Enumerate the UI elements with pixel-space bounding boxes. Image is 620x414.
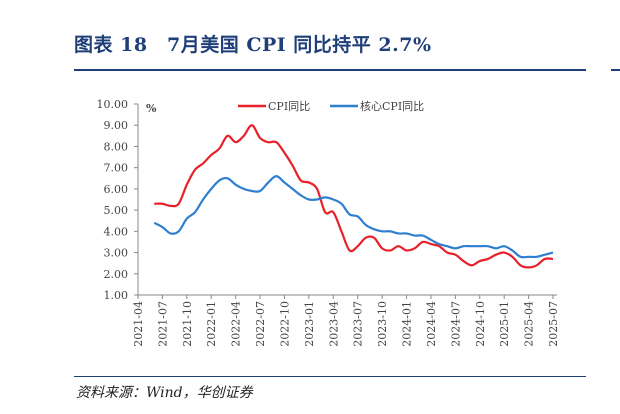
y-tick-label: 8.00	[104, 140, 129, 153]
x-tick-label: 2024-01	[401, 301, 414, 347]
y-unit-label: %	[146, 102, 157, 115]
footer-divider	[74, 376, 586, 377]
x-tick-label: 2023-07	[352, 301, 365, 347]
x-tick-label: 2022-04	[230, 301, 243, 347]
legend-label: CPI同比	[268, 100, 310, 113]
y-tick-label: 10.00	[97, 98, 129, 111]
core-cpi-line	[153, 175, 554, 259]
x-tick-label: 2025-01	[498, 301, 511, 347]
x-tick-label: 2025-04	[523, 301, 536, 347]
x-tick-label: 2024-10	[474, 301, 487, 347]
x-tick-label: 2023-01	[303, 301, 316, 347]
x-tick-label: 2021-07	[156, 301, 169, 347]
y-tick-label: 4.00	[104, 225, 129, 238]
x-tick-label: 2022-10	[278, 301, 291, 347]
legend-label: 核心CPI同比	[360, 99, 424, 113]
x-tick-label: 2021-10	[181, 301, 194, 347]
y-tick-label: 6.00	[104, 183, 129, 196]
y-tick-label: 7.00	[104, 162, 129, 175]
x-tick-label: 2022-01	[205, 301, 218, 347]
x-tick-label: 2023-04	[327, 301, 340, 347]
x-tick-label: 2021-04	[132, 301, 145, 347]
cpi-line	[154, 124, 554, 269]
y-tick-label: 3.00	[104, 247, 129, 260]
y-tick-label: 5.00	[104, 204, 129, 217]
x-tick-label: 2024-04	[425, 301, 438, 347]
source-note: 资料来源：Wind，华创证券	[76, 385, 253, 401]
x-tick-label: 2023-10	[376, 301, 389, 347]
adjacent-panel-divider	[611, 69, 620, 71]
y-tick-label: 2.00	[104, 268, 129, 281]
x-tick-label: 2025-07	[547, 301, 560, 347]
y-tick-label: 9.00	[104, 119, 129, 132]
title-divider	[74, 69, 586, 71]
chart-title: 图表 18 7月美国 CPI 同比持平 2.7%	[74, 34, 432, 56]
x-tick-label: 2022-07	[254, 301, 267, 347]
y-tick-label: 1.00	[104, 289, 129, 302]
x-tick-label: 2024-07	[449, 301, 462, 347]
